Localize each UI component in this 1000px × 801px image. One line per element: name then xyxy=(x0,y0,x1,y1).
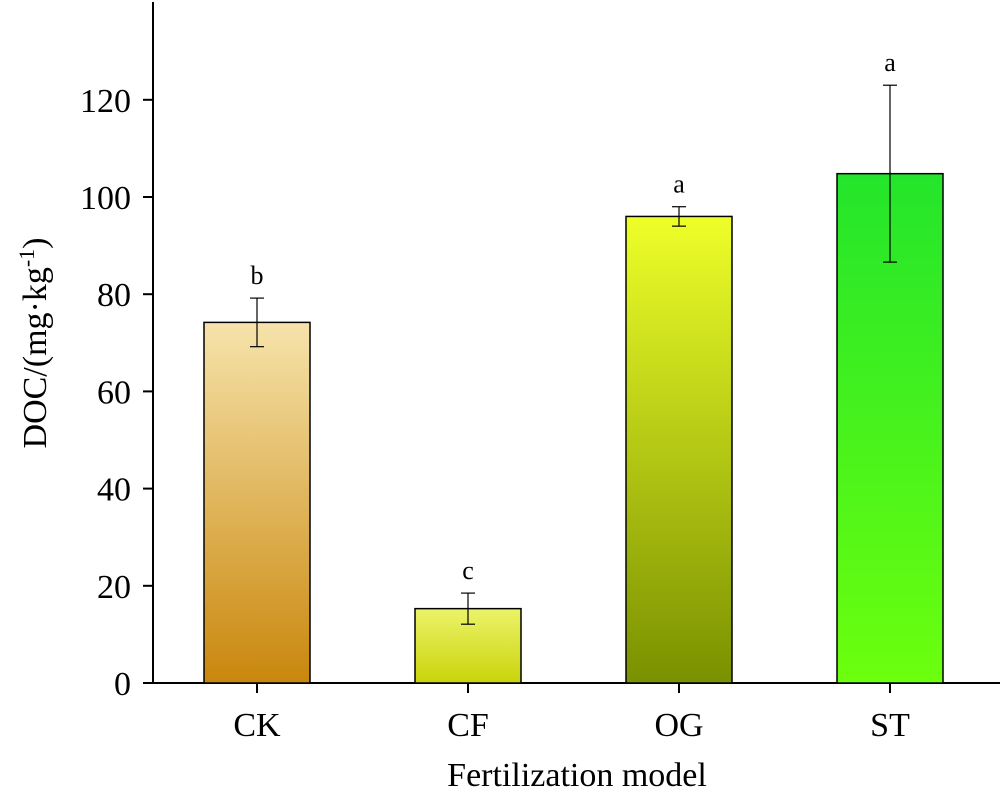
y-axis-title: DOC/(mg·kg-1) xyxy=(14,238,54,449)
y-axis-title-sup: -1 xyxy=(14,249,39,267)
y-tick-label: 100 xyxy=(80,180,131,217)
bars: b c a a xyxy=(203,48,944,684)
y-tick-label: 120 xyxy=(80,83,131,120)
x-tick-label-og: OG xyxy=(654,707,703,744)
x-axis-title: Fertilization model xyxy=(447,757,707,794)
x-ticks: CK CF OG ST xyxy=(233,683,910,744)
y-axis-title-close: ) xyxy=(17,238,54,249)
y-tick-label: 20 xyxy=(97,569,131,606)
y-axis-title-main: DOC/(mg·kg xyxy=(17,267,54,448)
bar-ck xyxy=(203,321,311,684)
x-tick-label-ck: CK xyxy=(233,707,281,744)
x-tick-label-st: ST xyxy=(870,707,910,744)
y-tick-label: 80 xyxy=(97,277,131,314)
y-ticks: 0 20 40 60 80 100 120 xyxy=(80,83,153,703)
y-tick-label: 40 xyxy=(97,472,131,509)
significance-label-cf: c xyxy=(462,556,474,585)
bar-og xyxy=(625,215,733,684)
y-tick-label: 0 xyxy=(114,666,131,703)
significance-label-ck: b xyxy=(251,261,264,290)
y-tick-label: 60 xyxy=(97,374,131,411)
significance-label-og: a xyxy=(673,170,685,199)
x-tick-label-cf: CF xyxy=(447,707,489,744)
significance-label-st: a xyxy=(884,48,896,77)
